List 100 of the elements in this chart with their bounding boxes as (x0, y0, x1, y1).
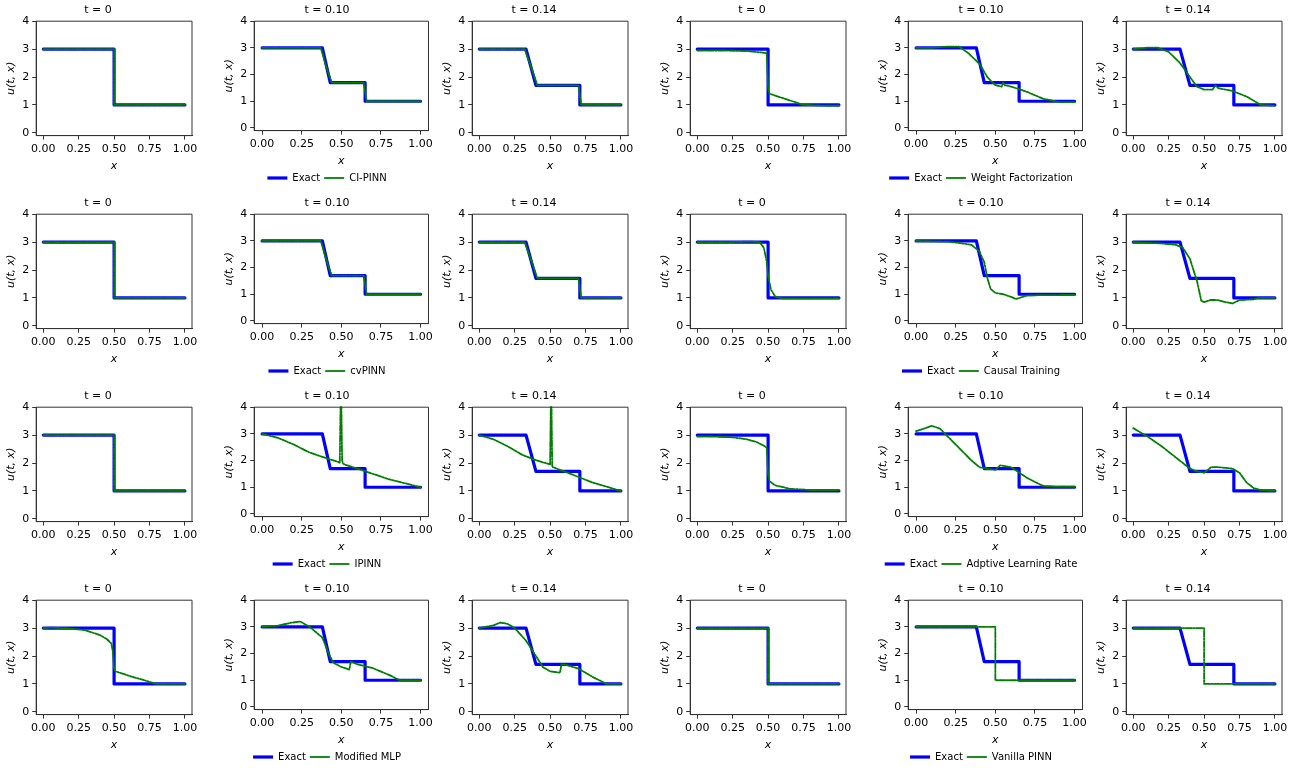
chart-title: t = 0.14 (1165, 196, 1211, 210)
y-tick-label: 0 (22, 511, 30, 525)
x-tick-label: 0.25 (1156, 528, 1181, 542)
y-tick-label: 3 (894, 233, 902, 247)
x-tick-label: 0.50 (101, 721, 127, 735)
y-tick-label: 3 (894, 40, 902, 54)
x-tick-label: 0.50 (983, 330, 1008, 344)
x-tick-label: 0.00 (685, 335, 710, 349)
y-tick-label: 2 (1112, 262, 1120, 276)
x-tick-label: 0.25 (720, 142, 745, 156)
x-tick-label: 1.00 (826, 335, 852, 349)
y-tick-label: 1 (240, 673, 248, 687)
legend-label: Exact (278, 750, 306, 762)
x-tick-label: 0.50 (755, 721, 781, 735)
y-tick-label: 2 (240, 260, 248, 274)
y-tick-label: 0 (894, 699, 902, 713)
x-tick-label: 1.00 (826, 142, 852, 156)
y-tick-label: 4 (676, 207, 684, 221)
x-tick-label: 0.00 (903, 330, 929, 344)
chart-title: t = 0.10 (304, 196, 350, 210)
y-axis-title: u(t, x) (4, 447, 18, 482)
x-tick-label: 0.00 (31, 142, 56, 156)
x-tick-label: 1.00 (608, 142, 634, 156)
x-tick-label: 0.50 (983, 137, 1008, 151)
x-tick-label: 0.00 (31, 528, 56, 542)
x-tick-label: 0.25 (502, 528, 527, 542)
x-tick-label: 0.50 (1191, 335, 1217, 349)
x-axis-title: x (1199, 545, 1208, 559)
y-tick-label: 1 (458, 483, 466, 497)
x-tick-label: 0.00 (249, 523, 275, 537)
y-tick-label: 0 (676, 511, 684, 525)
x-tick-label: 0.50 (537, 142, 563, 156)
y-tick-label: 0 (458, 125, 466, 139)
x-tick-label: 0.50 (983, 716, 1008, 730)
y-tick-label: 4 (676, 400, 684, 414)
y-tick-label: 3 (240, 40, 248, 54)
x-tick-label: 0.25 (943, 716, 968, 730)
y-tick-label: 4 (240, 207, 248, 221)
y-tick-label: 2 (458, 648, 466, 662)
y-tick-label: 3 (240, 426, 248, 440)
x-tick-label: 0.00 (903, 716, 929, 730)
x-axis-title: x (337, 733, 346, 747)
y-axis-title: u(t, x) (876, 638, 890, 672)
x-axis-title: x (109, 545, 118, 559)
y-tick-label: 0 (1112, 125, 1120, 139)
x-tick-label: 0.25 (289, 716, 314, 730)
y-axis-title: u(t, x) (4, 640, 18, 675)
x-tick-label: 1.00 (608, 721, 634, 735)
x-tick-label: 0.50 (755, 335, 781, 349)
y-tick-label: 2 (676, 455, 684, 469)
y-tick-label: 1 (676, 290, 684, 304)
x-tick-label: 0.00 (1121, 335, 1146, 349)
x-tick-label: 1.00 (172, 721, 198, 735)
y-tick-label: 4 (1112, 400, 1120, 414)
y-axis-title: u(t, x) (222, 445, 236, 479)
x-tick-label: 0.75 (137, 335, 162, 349)
y-tick-label: 0 (1112, 318, 1120, 332)
x-tick-label: 1.00 (1262, 335, 1288, 349)
y-axis-title: u(t, x) (222, 638, 236, 672)
x-tick-label: 0.75 (573, 335, 598, 349)
chart-title: t = 0 (738, 196, 766, 210)
x-tick-label: 1.00 (1062, 523, 1087, 537)
x-tick-label: 0.00 (903, 137, 929, 151)
y-axis-title: u(t, x) (658, 254, 672, 289)
x-axis-title: x (337, 347, 346, 361)
x-tick-label: 0.25 (720, 528, 745, 542)
x-tick-label: 0.50 (755, 528, 781, 542)
x-axis-title: x (545, 738, 554, 752)
x-tick-label: 0.00 (467, 142, 492, 156)
y-tick-label: 4 (22, 400, 30, 414)
x-tick-label: 0.50 (1191, 142, 1217, 156)
x-tick-label: 0.75 (368, 716, 394, 730)
y-tick-label: 4 (458, 400, 466, 414)
x-tick-label: 0.00 (685, 528, 710, 542)
x-tick-label: 0.75 (368, 330, 394, 344)
y-tick-label: 1 (676, 676, 684, 690)
legend-label: Causal Training (983, 364, 1060, 376)
y-tick-label: 4 (458, 593, 466, 607)
x-tick-label: 0.25 (720, 721, 745, 735)
y-tick-label: 4 (894, 14, 902, 28)
y-tick-label: 4 (894, 400, 902, 414)
x-axis-title: x (763, 545, 772, 559)
x-tick-label: 0.25 (1156, 335, 1181, 349)
y-tick-label: 3 (1112, 41, 1120, 55)
y-tick-label: 0 (240, 506, 248, 520)
y-tick-label: 3 (22, 234, 30, 248)
y-tick-label: 3 (1112, 620, 1120, 634)
y-tick-label: 2 (894, 67, 902, 81)
x-tick-label: 1.00 (1262, 528, 1288, 542)
legend-label: CI-PINN (349, 171, 387, 183)
chart-title: t = 0.14 (1165, 3, 1211, 17)
y-tick-label: 4 (1112, 207, 1120, 221)
x-axis-title: x (109, 159, 118, 173)
x-axis-title: x (991, 347, 1000, 361)
legend-label: Modified MLP (334, 750, 401, 762)
x-tick-label: 0.75 (1022, 523, 1048, 537)
y-tick-label: 0 (676, 125, 684, 139)
x-tick-label: 0.50 (101, 528, 127, 542)
y-tick-label: 3 (458, 427, 466, 441)
y-tick-label: 2 (894, 260, 902, 274)
